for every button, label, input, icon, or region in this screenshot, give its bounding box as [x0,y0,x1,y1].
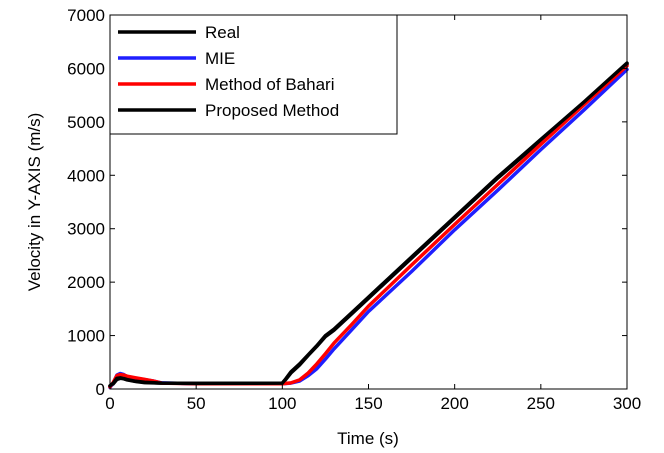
series-layer [108,61,629,390]
y-tick-label-0: 0 [96,380,105,399]
x-tick-label-5: 250 [527,394,555,413]
y-tick-label-6: 6000 [67,59,105,78]
x-tick-label-6: 300 [613,394,641,413]
y-tick-label-5: 5000 [67,113,105,132]
y-tick-label-3: 3000 [67,220,105,239]
legend-label-2: Method of Bahari [205,75,334,94]
x-tick-label-3: 150 [354,394,382,413]
y-tick-label-2: 2000 [67,273,105,292]
y-tick-label-1: 1000 [67,327,105,346]
y-tick-label-4: 4000 [67,166,105,185]
legend-label-0: Real [205,23,240,42]
y-tick-label-7: 7000 [67,6,105,25]
y-axis-label: Velocity in Y-AXIS (m/s) [25,113,44,292]
ticks-layer: 0 50 100 150 200 250 3000100020003000400050006… [67,6,641,413]
x-tick-label-4: 200 [440,394,468,413]
series-line-3 [108,61,629,388]
legend: Real MIE Method of Bahari Proposed Method [109,14,398,135]
legend-label-3: Proposed Method [205,101,339,120]
legend-box [109,14,398,135]
x-axis-label: Time (s) [337,429,399,448]
series-line-2 [108,64,629,389]
x-tick-label-1: 50 [187,394,206,413]
x-tick-label-0: 0 [105,394,114,413]
legend-label-1: MIE [205,49,235,68]
x-tick-label-2: 100 [268,394,296,413]
